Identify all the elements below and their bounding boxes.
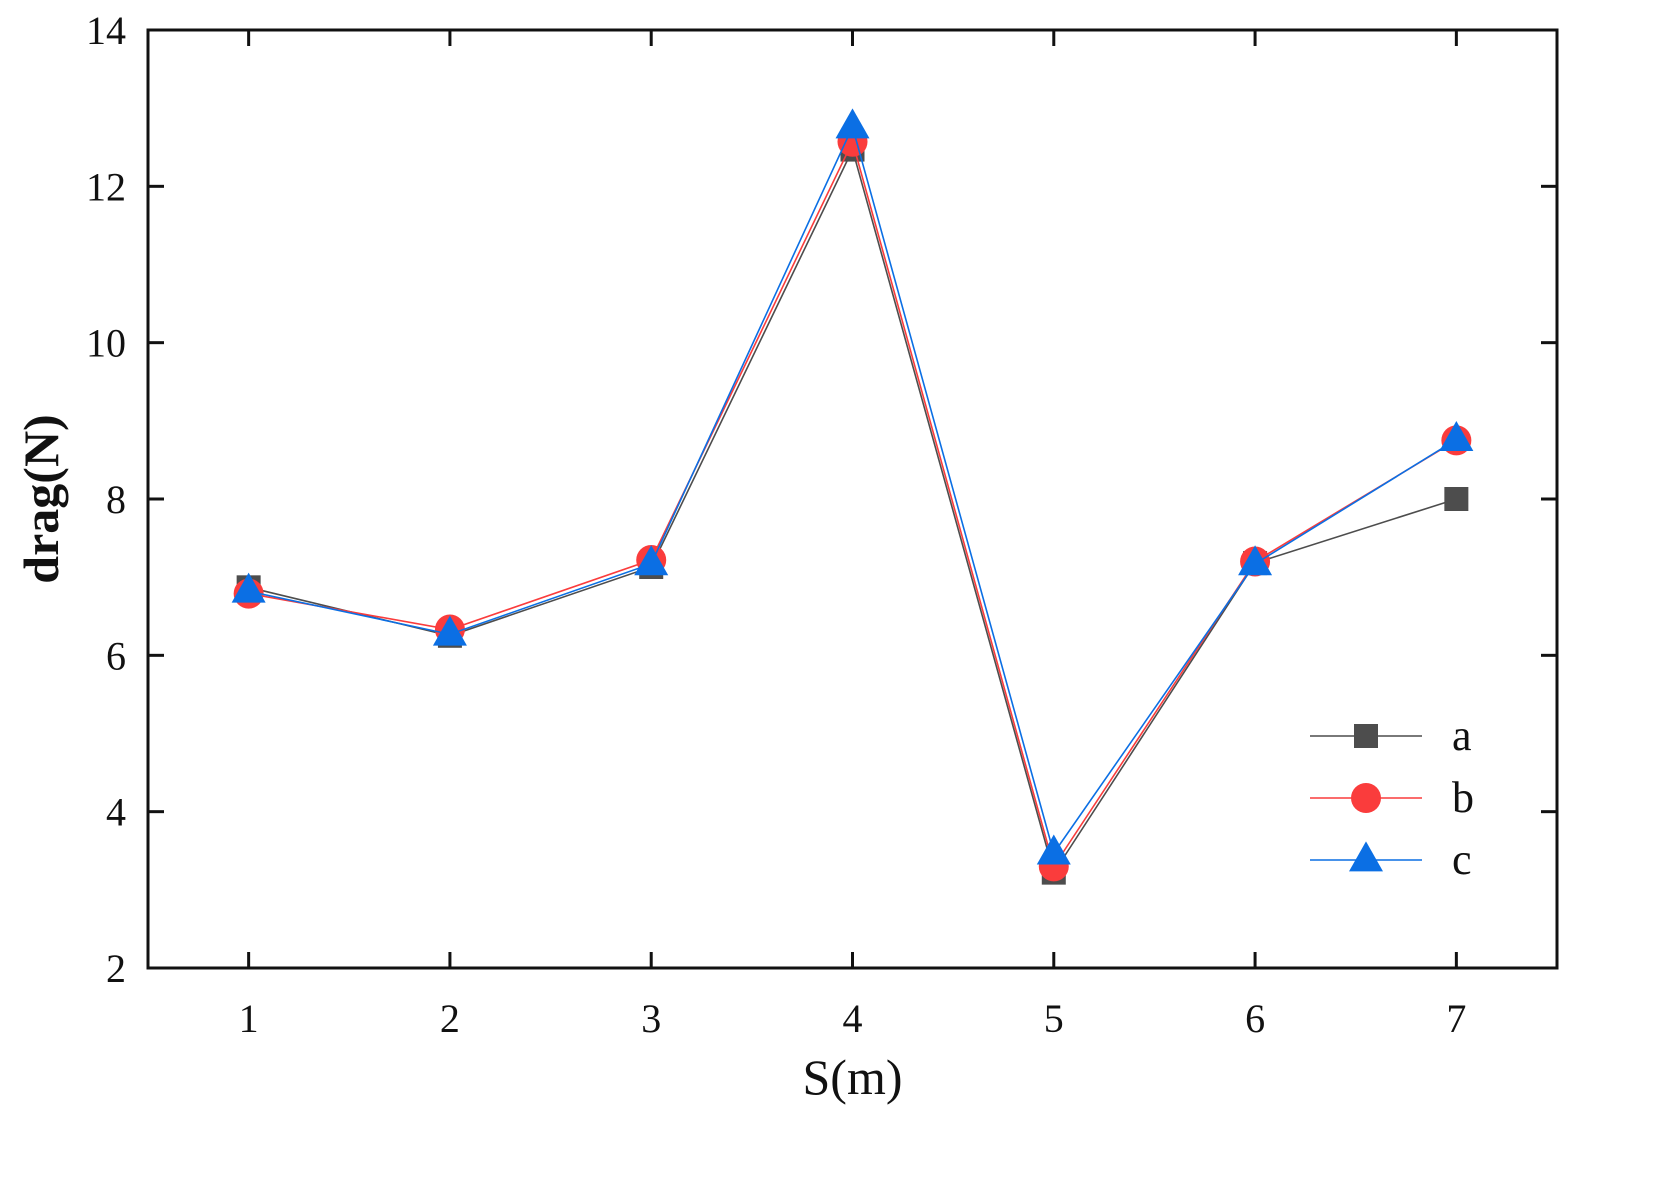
legend-marker-a bbox=[1354, 724, 1378, 748]
data-point-c bbox=[231, 572, 266, 603]
series-a bbox=[236, 137, 1469, 885]
x-tick-label: 2 bbox=[440, 996, 460, 1041]
y-tick-label: 6 bbox=[106, 633, 126, 678]
y-tick-label: 4 bbox=[106, 790, 126, 835]
x-tick-label: 4 bbox=[843, 996, 863, 1041]
data-point-c bbox=[432, 615, 467, 646]
y-tick-label: 2 bbox=[106, 946, 126, 991]
x-tick-label: 6 bbox=[1245, 996, 1265, 1041]
data-point-c bbox=[835, 108, 870, 139]
legend-item-b: b bbox=[1310, 773, 1474, 822]
legend-label-a: a bbox=[1452, 711, 1472, 760]
legend-label-b: b bbox=[1452, 773, 1474, 822]
y-tick-label: 12 bbox=[86, 164, 126, 209]
legend-marker-c bbox=[1349, 841, 1383, 872]
data-point-c bbox=[1036, 834, 1071, 865]
legend-item-c: c bbox=[1310, 835, 1472, 884]
y-tick-label: 8 bbox=[106, 477, 126, 522]
x-tick-label: 1 bbox=[239, 996, 259, 1041]
plot-area bbox=[146, 28, 1559, 970]
series-line-a bbox=[248, 147, 1457, 875]
y-tick-label: 14 bbox=[86, 8, 126, 53]
x-tick-label: 7 bbox=[1446, 996, 1466, 1041]
data-point-c bbox=[1238, 545, 1273, 576]
y-tick-label: 10 bbox=[86, 321, 126, 366]
y-axis-title: drag(N) bbox=[13, 414, 69, 583]
series-b bbox=[233, 126, 1472, 882]
x-tick-label: 5 bbox=[1044, 996, 1064, 1041]
legend-marker-b bbox=[1351, 783, 1381, 813]
data-point-a bbox=[1444, 487, 1469, 511]
plot-frame bbox=[146, 28, 1559, 970]
data-point-c bbox=[634, 545, 669, 576]
legend-label-c: c bbox=[1452, 835, 1472, 884]
legend: abc bbox=[1310, 711, 1474, 884]
series-line-c bbox=[248, 124, 1457, 855]
x-tick-label: 3 bbox=[641, 996, 661, 1041]
x-axis-title: S(m) bbox=[803, 1049, 903, 1105]
data-point-c bbox=[1439, 420, 1474, 451]
legend-item-a: a bbox=[1310, 711, 1472, 760]
series-c bbox=[231, 108, 1474, 865]
series-group bbox=[231, 108, 1474, 885]
series-line-b bbox=[248, 139, 1457, 869]
